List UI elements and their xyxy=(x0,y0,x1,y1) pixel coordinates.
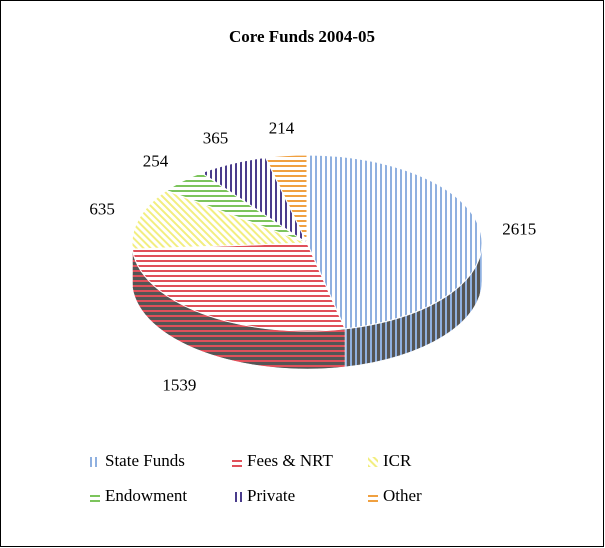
data-label: 1539 xyxy=(162,376,196,395)
legend-label: Endowment xyxy=(105,486,187,505)
legend-swatch xyxy=(232,457,242,467)
legend-label: Other xyxy=(383,486,422,505)
pie-slice xyxy=(131,242,346,332)
legend-swatch xyxy=(368,492,378,502)
chart-title: Core Funds 2004-05 xyxy=(229,27,375,46)
data-label: 254 xyxy=(143,151,169,170)
data-label: 365 xyxy=(203,129,229,148)
legend-label: Fees & NRT xyxy=(247,451,333,470)
legend-swatch xyxy=(368,457,378,467)
legend-swatch xyxy=(90,457,100,467)
legend-label: ICR xyxy=(383,451,412,470)
pie-slice xyxy=(131,189,308,250)
data-label: 2615 xyxy=(502,219,536,238)
legend-swatch xyxy=(90,492,100,502)
legend-swatch xyxy=(232,492,242,502)
pie-slice xyxy=(306,154,483,330)
data-label: 635 xyxy=(89,200,115,219)
legend-label: Private xyxy=(247,486,295,505)
pie-slice xyxy=(264,154,308,244)
legend-label: State Funds xyxy=(105,451,185,470)
data-label: 214 xyxy=(269,118,295,137)
